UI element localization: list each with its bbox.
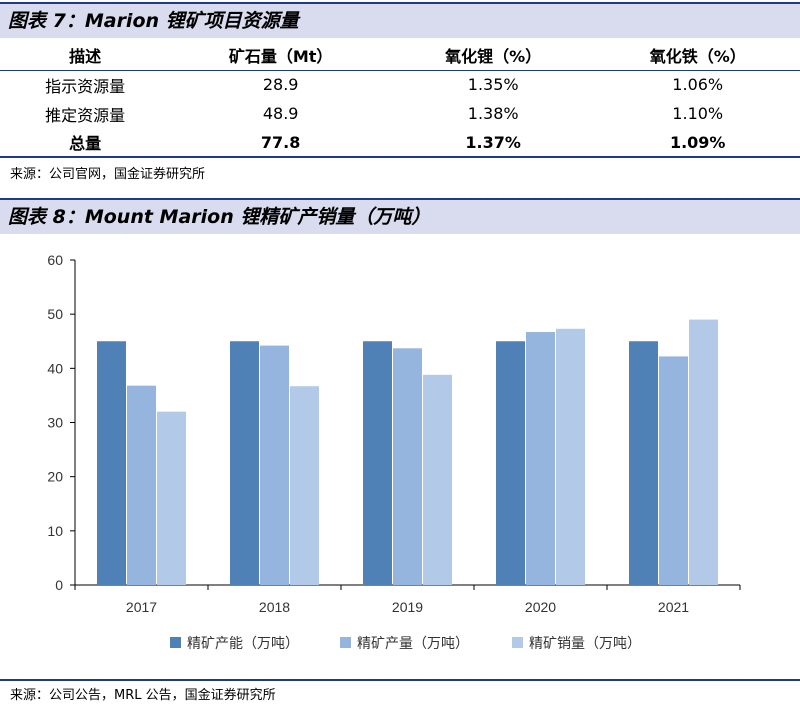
y-tick-label: 60 [47,252,63,268]
bar-chart: 0 10 20 30 40 50 60 2017 2018 2019 2020 2021 精矿产能（万吨… [47,252,741,651]
legend-swatch [170,637,181,648]
bar-2017-2 [127,385,156,585]
row-label: 推定资源量 [45,105,126,125]
row-cell: 77.8 [260,132,301,152]
legend-label: 精矿产量（万吨） [357,635,469,651]
divider [0,679,800,681]
header-fe2o3: 氧化铁（%） [595,40,800,71]
chart-source: 来源：公司公告，MRL 公告，国金证券研究所 [10,688,276,703]
table-row: 指示资源量 28.9 1.35% 1.06% [0,70,800,99]
row-label: 总量 [69,134,102,153]
row-cell: 1.10% [672,104,724,123]
chart-area: 0 10 20 30 40 50 60 2017 2018 2019 2020 2021 精矿产能（万吨… [0,236,800,678]
table-row-total: 总量 77.8 1.37% 1.09% [0,128,800,157]
bar-2020-3 [556,328,585,585]
header-ore: 矿石量（Mt） [170,40,391,71]
y-tick-label: 50 [47,306,63,322]
x-tick-label: 2021 [658,599,689,615]
x-tick-label: 2020 [525,599,556,615]
x-tick-label: 2017 [126,599,157,615]
x-tick-label: 2018 [259,599,290,615]
bar-2018-3 [290,386,319,585]
header-desc: 描述 [0,40,171,71]
table-title: 图表 7：Marion 锂矿项目资源量 [0,2,800,38]
bar-2017-1 [97,341,126,585]
row-cell: 1.35% [467,75,519,95]
row-cell: 48.9 [262,104,299,123]
table-source: 来源：公司官网，国金证券研究所 [10,167,206,182]
bar-2019-3 [423,374,452,585]
legend-label: 精矿销量（万吨） [529,635,641,651]
bar-2020-1 [496,341,525,585]
y-tick-label: 40 [47,360,63,376]
y-tick-label: 30 [47,415,63,431]
bar-2021-3 [689,319,718,585]
row-cell: 1.06% [672,75,724,95]
y-tick-label: 20 [47,469,63,485]
table-row: 推定资源量 48.9 1.38% 1.10% [0,99,800,128]
row-cell: 1.37% [465,132,521,152]
legend-swatch [340,637,351,648]
bar-2019-1 [363,341,392,585]
bar-2021-1 [629,341,658,585]
bar-2018-1 [230,341,259,585]
bar-2020-2 [526,332,555,585]
legend-label: 精矿产能（万吨） [187,635,299,651]
bar-2021-2 [659,356,688,585]
bar-2017-3 [157,411,186,585]
chart-title: 图表 8：Mount Marion 锂精矿产销量（万吨） [0,198,800,234]
row-label: 指示资源量 [45,76,126,96]
y-tick-label: 10 [47,523,63,539]
y-tick-label: 0 [55,577,63,593]
table-header-row: 描述 矿石量（Mt） 氧化锂（%） 氧化铁（%） [0,40,800,71]
header-li2o: 氧化锂（%） [390,40,596,71]
resource-table: 描述 矿石量（Mt） 氧化锂（%） 氧化铁（%） 指示资源量 28.9 1.35… [0,40,800,158]
row-cell: 1.38% [467,104,519,123]
row-cell: 1.09% [669,132,726,152]
bar-2018-2 [260,345,289,585]
x-tick-label: 2019 [392,599,423,615]
legend-swatch [512,637,523,648]
row-cell: 28.9 [262,75,299,95]
bar-2019-2 [393,348,422,585]
